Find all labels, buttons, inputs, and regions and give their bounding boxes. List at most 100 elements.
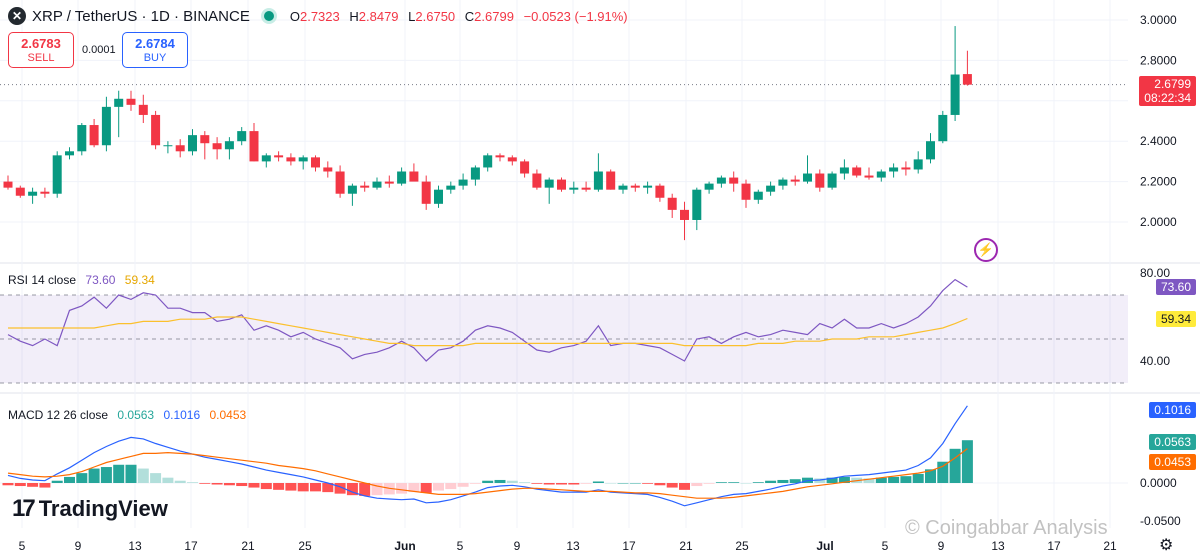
rsi-value: 73.60 <box>85 273 116 287</box>
time-tick-label: 5 <box>19 539 26 553</box>
macd-signal-value: 0.0453 <box>209 408 247 422</box>
macd-histogram-bar <box>949 448 961 483</box>
candle-body <box>286 157 296 162</box>
macd-hist-tag: 0.0563 <box>1149 434 1196 450</box>
time-tick-label: 17 <box>622 539 636 553</box>
macd-histogram-bar <box>248 483 260 488</box>
lightning-alert-icon[interactable]: ⚡ <box>974 238 998 262</box>
time-tick-label: 21 <box>679 539 693 553</box>
candle-body <box>311 157 320 168</box>
candle-body <box>138 104 148 115</box>
open-value: 2.7323 <box>299 8 340 24</box>
macd-histogram-bar <box>752 482 764 483</box>
candle-body <box>3 181 13 188</box>
candle-body <box>557 179 566 190</box>
macd-histogram-bar <box>937 461 949 483</box>
candle-body <box>347 185 357 194</box>
macd-histogram-bar <box>592 481 604 483</box>
candle-body <box>372 181 382 188</box>
candle-body <box>729 177 739 184</box>
time-tick-label: 9 <box>938 539 945 553</box>
macd-histogram-bar <box>162 477 174 483</box>
macd-histogram-bar <box>174 480 186 483</box>
macd-histogram-bar <box>433 483 444 491</box>
rsi-tick-label: 80.00 <box>1140 266 1170 280</box>
macd-histogram-bar <box>51 480 63 483</box>
rsi-legend[interactable]: RSI 14 close 73.60 59.34 <box>8 273 155 287</box>
tradingview-watermark: 17 TradingView <box>12 495 168 523</box>
macd-histogram-bar <box>679 483 690 490</box>
macd-histogram-bar <box>605 483 617 484</box>
candle-body <box>237 131 247 142</box>
macd-histogram-bar <box>371 483 383 496</box>
time-tick-label: 25 <box>298 539 312 553</box>
candle-body <box>446 185 456 190</box>
macd-histogram-bar <box>64 476 75 483</box>
time-tick-label: Jul <box>816 539 833 553</box>
spread-value: 0.0001 <box>82 44 116 56</box>
macd-histogram-bar <box>900 476 912 483</box>
rsi-ma-value: 59.34 <box>124 273 155 287</box>
candle-body <box>667 197 677 210</box>
sell-price: 2.6783 <box>21 36 61 51</box>
symbol-title[interactable]: XRP / TetherUS · 1D · BINANCE <box>32 7 250 25</box>
macd-name: MACD 12 26 close <box>8 408 109 422</box>
candle-body <box>716 177 726 184</box>
candle-body <box>704 183 714 190</box>
macd-histogram-bar <box>494 479 506 483</box>
low-label: L <box>408 8 416 24</box>
macd-histogram-bar <box>715 482 727 483</box>
macd-hist-value: 0.0563 <box>117 408 155 422</box>
macd-histogram-bar <box>14 483 26 487</box>
buy-button[interactable]: 2.6784 BUY <box>122 32 188 68</box>
macd-histogram-bar <box>888 476 900 483</box>
candle-body <box>827 173 837 188</box>
candle-body <box>569 187 579 190</box>
candle-body <box>188 135 197 152</box>
macd-histogram-bar <box>469 483 481 484</box>
candle-body <box>803 173 812 182</box>
macd-histogram-bar <box>39 483 51 488</box>
candle-body <box>360 185 370 188</box>
candle-body <box>298 157 308 162</box>
candle-body <box>655 185 665 198</box>
time-tick-label: 17 <box>184 539 198 553</box>
time-tick-label: 9 <box>75 539 82 553</box>
macd-tick-label: 0.0000 <box>1140 476 1177 490</box>
candle-body <box>741 183 751 200</box>
time-tick-label: 21 <box>1103 539 1117 553</box>
macd-histogram-bar <box>27 483 39 487</box>
rsi-line <box>7 278 968 362</box>
macd-histogram-bar <box>2 483 14 486</box>
candle-body <box>790 179 800 182</box>
close-value: 2.6799 <box>474 8 514 24</box>
source-watermark: © Coingabbar Analysis <box>905 517 1108 539</box>
macd-line-value: 0.1016 <box>163 408 201 422</box>
time-tick-label: 13 <box>991 539 1005 553</box>
high-value: 2.8479 <box>358 8 399 24</box>
candle-body <box>852 167 862 176</box>
rsi-ma-line <box>8 316 968 347</box>
macd-histogram-bar <box>666 483 678 488</box>
macd-tag: 0.1016 <box>1149 402 1196 418</box>
gear-icon[interactable]: ⚙ <box>1159 537 1174 554</box>
candle-body <box>593 171 603 190</box>
macd-histogram-bar <box>76 473 88 483</box>
candle-body <box>839 167 849 174</box>
candle-body <box>926 141 935 160</box>
price-tick-label: 2.0000 <box>1140 215 1177 229</box>
macd-legend[interactable]: MACD 12 26 close 0.0563 0.1016 0.0453 <box>8 408 246 422</box>
rsi-band <box>0 295 1128 383</box>
price-tick-label: 2.8000 <box>1140 53 1177 67</box>
time-tick-label: 25 <box>735 539 749 553</box>
tradingview-brand: TradingView <box>38 496 168 521</box>
candle-body <box>434 189 443 204</box>
macd-histogram-bar <box>310 483 321 492</box>
macd-histogram-bar <box>629 483 641 484</box>
time-tick-label: 17 <box>1047 539 1061 553</box>
time-tick-label: 13 <box>128 539 142 553</box>
sell-button[interactable]: 2.6783 SELL <box>8 32 74 68</box>
candle-body <box>151 114 161 146</box>
ohlc-readout: O2.7323 H2.8479 L2.6750 C2.6799 −0.0523 … <box>290 9 634 24</box>
